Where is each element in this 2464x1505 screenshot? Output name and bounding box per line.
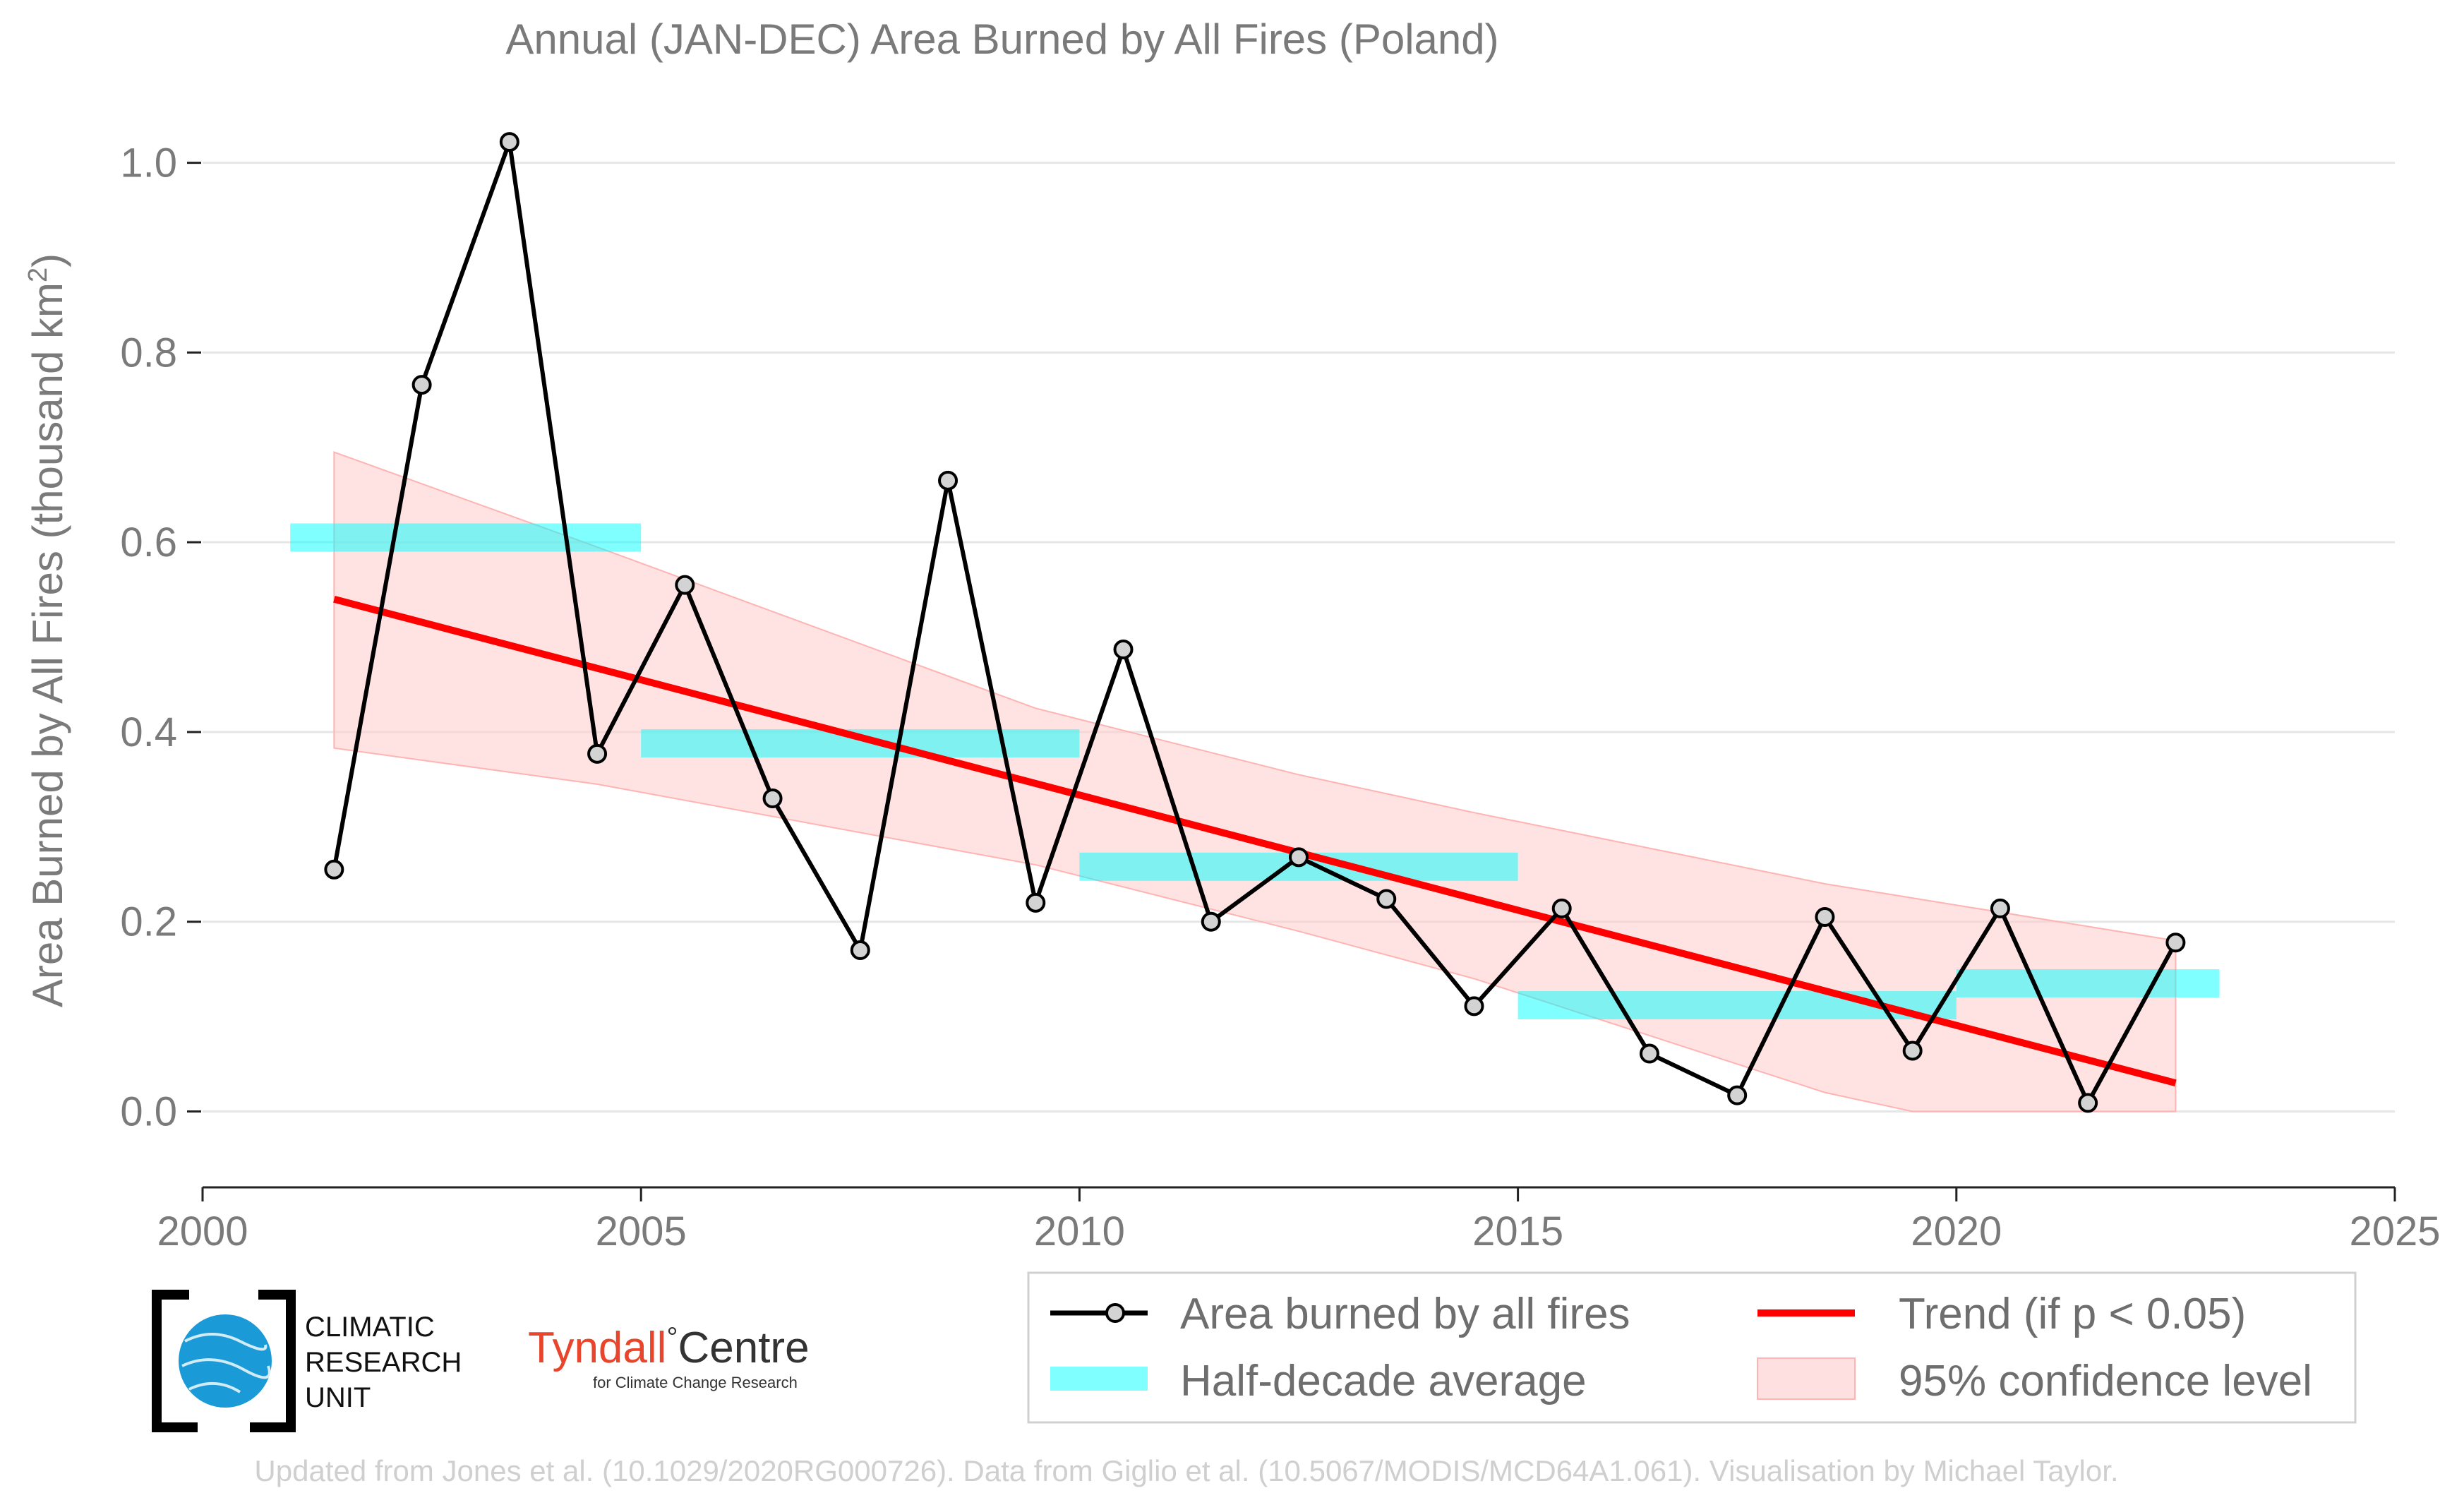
- data-point: [587, 743, 608, 764]
- data-point: [2078, 1093, 2098, 1113]
- y-tick-label: 0.8: [120, 330, 177, 376]
- half-decade-bar: [1956, 969, 2220, 998]
- data-point: [1639, 1043, 1659, 1064]
- cru-logo-text-line2: RESEARCH: [305, 1347, 462, 1378]
- trend-line: [333, 595, 2177, 1087]
- data-point: [1727, 1085, 1748, 1105]
- data-line-layer: [332, 140, 2178, 1105]
- tyndall-word: Tyndall: [528, 1324, 666, 1372]
- legend-line-label: Area burned by all fires: [1180, 1290, 1630, 1338]
- x-tick-label: 2005: [596, 1209, 687, 1254]
- y-tick-label: 1.0: [120, 140, 177, 186]
- tyndall-degree: °: [666, 1322, 678, 1353]
- data-point: [1201, 911, 1221, 932]
- legend-box: [1027, 1271, 2357, 1424]
- y-tick-label: 0.0: [120, 1089, 177, 1134]
- data-point: [1289, 847, 1309, 868]
- y-axis-label-close: ): [24, 253, 71, 268]
- x-tick-label: 2020: [1911, 1209, 2002, 1254]
- data-point: [1902, 1041, 1923, 1061]
- legend-confidence-label: 95% confidence level: [1899, 1357, 2312, 1405]
- data-point: [1990, 898, 2010, 918]
- legend-confidence-swatch: [1757, 1357, 1856, 1400]
- half-decade-bar: [641, 729, 1080, 758]
- legend: Area burned by all fires Half-decade ave…: [1027, 1271, 2357, 1424]
- x-tick-label: 2010: [1034, 1209, 1125, 1254]
- y-axis-label-sup: 2: [23, 268, 53, 282]
- data-points-layer: [324, 132, 2186, 1113]
- data-point: [411, 375, 432, 395]
- legend-trend-label: Trend (if p < 0.05): [1899, 1290, 2246, 1338]
- data-point: [1026, 892, 1046, 913]
- x-tick-label: 2000: [157, 1209, 248, 1254]
- legend-half-decade-swatch: [1050, 1367, 1148, 1391]
- legend-half-decade-label: Half-decade average: [1180, 1357, 1587, 1405]
- x-tick-label: 2025: [2349, 1209, 2440, 1254]
- confidence-band: [333, 451, 2177, 1113]
- y-tick-label: 0.6: [120, 520, 177, 565]
- data-point: [850, 940, 870, 961]
- confidence-band-layer: [333, 451, 2177, 1113]
- cru-globe-lines: [181, 1333, 271, 1393]
- y-tick-label: 0.2: [120, 899, 177, 945]
- cru-logo-bracket-left: [152, 1290, 198, 1432]
- data-point: [675, 575, 695, 595]
- cru-logo-text-line1: CLIMATIC: [305, 1312, 435, 1343]
- half-decade-bar: [290, 523, 642, 552]
- data-point: [938, 470, 958, 491]
- tyndall-logo-main: Tyndall°Centre: [528, 1322, 810, 1372]
- x-axis: 2000 2005 2010 2015 2020 2025: [157, 1186, 2441, 1254]
- chart-title: Annual (JAN-DEC) Area Burned by All Fire…: [505, 16, 1498, 63]
- tyndall-logo-sub: for Climate Change Research: [593, 1374, 798, 1391]
- data-point: [1464, 996, 1484, 1017]
- data-point: [1551, 898, 1572, 918]
- tyndall-centre-word: Centre: [678, 1324, 809, 1372]
- data-point: [762, 789, 783, 809]
- y-axis-label-main: Area Burned by All Fires (thousand km: [24, 282, 71, 1007]
- footer-credit: Updated from Jones et al. (10.1029/2020R…: [254, 1454, 2118, 1487]
- tyndall-logo: Tyndall°Centre for Climate Change Resear…: [528, 1322, 810, 1391]
- area-burned-line: [332, 140, 2178, 1105]
- data-point: [1815, 907, 1835, 927]
- y-axis: 0.0 0.2 0.4 0.6 0.8 1.0: [120, 140, 201, 1134]
- legend-line-marker: [1105, 1303, 1125, 1323]
- cru-logo: CLIMATIC RESEARCH UNIT: [152, 1290, 462, 1432]
- data-point: [2165, 933, 2186, 953]
- cru-logo-bracket-right: [250, 1290, 296, 1432]
- data-point: [324, 859, 344, 880]
- trend-layer: [333, 595, 2177, 1087]
- y-axis-label: Area Burned by All Fires (thousand km2): [23, 253, 71, 1007]
- data-point: [1113, 640, 1134, 660]
- y-tick-label: 0.4: [120, 709, 177, 755]
- data-point: [499, 132, 519, 152]
- data-point: [1376, 889, 1397, 909]
- cru-logo-text-line3: UNIT: [305, 1382, 371, 1413]
- x-tick-label: 2015: [1472, 1209, 1563, 1254]
